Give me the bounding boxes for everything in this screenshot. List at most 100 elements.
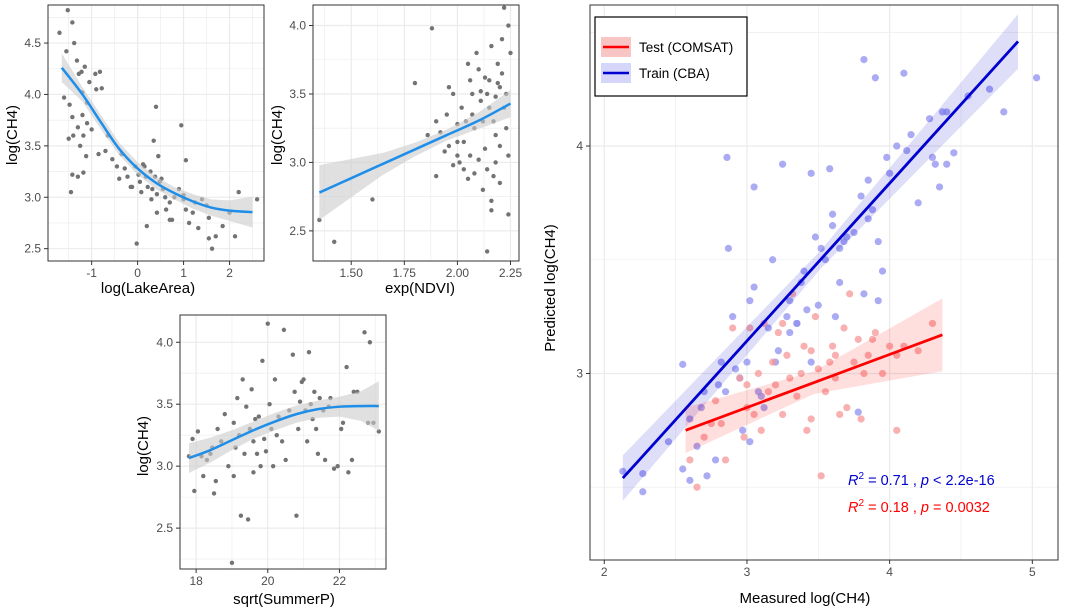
ndvi-tick-label-y: 2.5 [289,224,306,238]
summerp-data-point [283,457,288,463]
summerp-data-point [349,457,355,463]
lakearea-data-point [70,114,75,120]
summerp-data-point [190,436,195,442]
ndvi-data-point [465,61,471,67]
predicted-point-test [831,351,840,359]
lakearea-data-point [84,121,90,126]
ndvi-data-point [332,239,337,245]
lakearea-data-point [81,133,86,138]
summerp-ylabel: log(CH4) [135,416,152,476]
predicted-point-test [736,374,744,382]
ndvi-data-point [455,139,460,145]
predicted-point-train [711,456,720,464]
predicted-point-train [619,467,627,475]
predicted-point-train [774,347,782,355]
predicted-point-train [697,404,705,412]
chart-summerp: 18 20 22 2.5 3.0 3.5 4.0 log(CH4) sqrt(SummerP… [135,314,387,608]
lakearea-data-point [137,179,143,185]
summerp-data-point [260,358,265,364]
summerp-data-point [331,466,337,471]
predicted-point-test [864,351,872,359]
summerp-tick-label-x: 18 [189,574,203,588]
ndvi-tick-label-x: 1.75 [393,266,417,280]
ndvi-data-point [493,94,498,99]
predicted-point-train [907,131,915,139]
predicted-tick-label-x: 2 [601,565,608,579]
lakearea-tick-label-y: 2.5 [24,242,41,256]
predicted-point-test [783,351,791,359]
predicted-point-test [750,410,758,419]
ndvi-plot-area: 1.50 1.75 2.00 2.25 2.5 3.0 3.5 4.0 [289,4,523,280]
summerp-data-point [249,387,254,392]
lakearea-tick-label-y: 3.0 [24,190,41,204]
ndvi-data-point [429,26,435,31]
predicted-fit-line-test [685,333,943,432]
predicted-point-test [914,347,922,355]
predicted-point-train [686,415,694,423]
ndvi-data-point [484,249,490,254]
summerp-data-point [344,364,349,370]
summerp-data-point [258,463,263,469]
lakearea-data-point [64,49,69,54]
lakearea-plot-area: -1 0 1 2 2.5 3.0 3.5 4.0 4.5 [24,4,265,280]
summerp-data-point [244,404,249,409]
summerp-data-point [274,432,279,438]
ndvi-xlabel: exp(NDVI) [385,280,455,297]
summerp-tick-label-y: 2.5 [156,521,173,535]
summerp-tick-label-y: 4.0 [156,335,173,349]
lakearea-data-point [190,210,195,215]
lakearea-data-point [167,217,172,223]
predicted-point-train [931,160,939,168]
lakearea-data-point [134,241,139,246]
summerp-data-point [315,451,321,456]
lakearea-data-point [99,86,104,91]
predicted-point-train [925,115,934,123]
lakearea-data-point [96,151,101,157]
predicted-point-train [840,237,848,246]
ndvi-tick-label-x: 2.00 [446,266,470,280]
summerp-data-point [235,395,240,401]
predicted-point-train [686,476,694,484]
ndvi-data-point [489,198,494,203]
lakearea-data-point [156,153,161,159]
predicted-point-train [811,233,820,241]
ndvi-tick-label-y: 4.0 [289,19,306,33]
predicted-point-train [739,426,747,434]
ndvi-data-point [433,119,439,124]
ndvi-data-point [459,105,464,110]
predicted-point-train [886,169,894,177]
lakearea-data-point [77,143,83,149]
lakearea-data-point [163,207,169,212]
legend: Test (COMSAT) Train (CBA) [594,16,748,97]
lakearea-data-point [71,133,76,138]
predicted-band-test [685,298,943,454]
lakearea-data-point [61,95,67,100]
ndvi-data-point [478,98,483,104]
predicted-point-train [664,438,673,446]
predicted-point-train [1000,108,1008,116]
predicted-point-train [731,365,740,373]
predicted-point-test [846,290,854,298]
summerp-data-point [222,411,227,417]
ndvi-tick-label-x: 1.50 [340,266,364,280]
summerp-data-point [270,463,276,469]
summerp-data-point [251,470,256,475]
lakearea-data-point [139,189,144,195]
lakearea-data-point [94,87,99,92]
lakearea-data-point [236,189,241,195]
predicted-point-test [786,374,794,382]
predicted-ylabel: Predicted log(CH4) [542,224,559,352]
summerp-panel-border [179,314,387,570]
lakearea-data-point [114,164,120,169]
summerp-data-point [261,436,267,442]
legend-label-test: Test (COMSAT) [639,40,733,55]
lakearea-data-point [80,112,85,118]
predicted-point-test [779,319,787,328]
predicted-point-test [729,324,737,332]
lakearea-data-point [93,71,98,77]
ndvi-fit-line [318,102,512,194]
lakearea-tick-label-x: 0 [134,266,141,280]
predicted-point-test [717,419,725,428]
predicted-point-train [950,149,958,157]
summerp-data-point [281,327,287,333]
